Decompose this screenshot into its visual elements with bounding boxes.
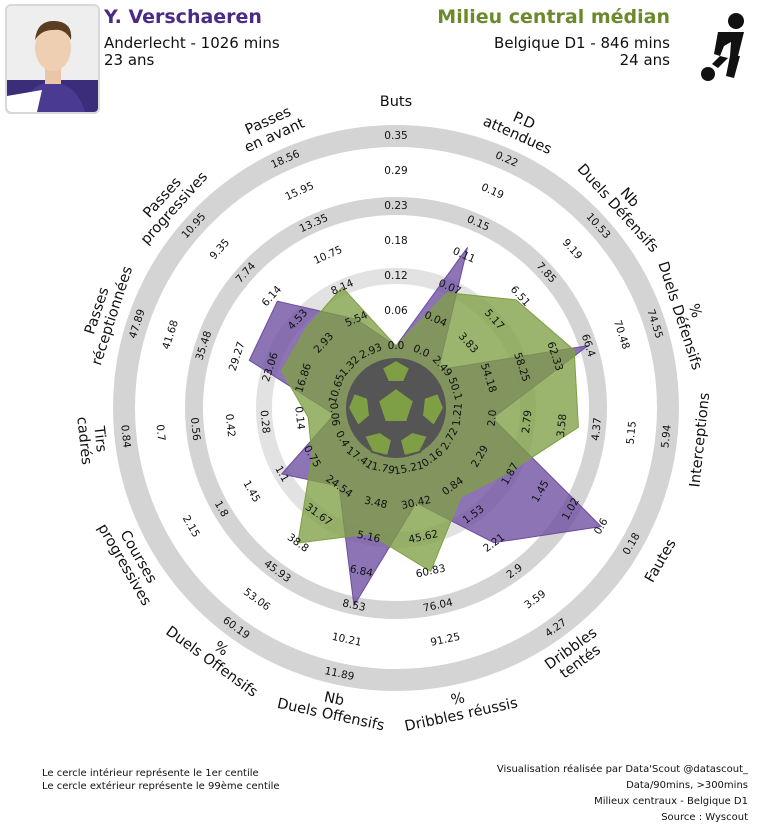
tick-label: 6.84	[349, 563, 375, 580]
tick-label: 9.19	[560, 237, 585, 262]
player-club-minutes: Anderlecht - 1026 mins	[104, 34, 280, 52]
tick-label: 10.75	[312, 244, 344, 267]
tick-label: 60.83	[415, 562, 447, 580]
tick-label: 0.84	[118, 424, 132, 449]
tick-label: 0.35	[384, 130, 407, 142]
tick-label: 5.16	[356, 529, 382, 546]
tick-label: 3.58	[555, 413, 569, 438]
tick-label: 0.12	[384, 270, 407, 282]
credits: Visualisation réalisée par Data'Scout @d…	[497, 762, 748, 826]
axis-label-line: Interceptions	[687, 392, 713, 488]
tick-label: 1.45	[240, 478, 262, 504]
tick-label: 5.94	[659, 424, 673, 449]
tick-label: 0.42	[223, 413, 237, 438]
player-age: 23 ans	[104, 51, 155, 69]
credit-author: Visualisation réalisée par Data'Scout @d…	[496, 764, 748, 775]
tick-label: 0.14	[292, 406, 306, 431]
tick-label: 0.0	[388, 340, 405, 352]
tick-label: 0.7	[153, 424, 167, 442]
credit-source: Source : Wyscout	[661, 812, 748, 823]
tick-label: 3.59	[522, 588, 548, 611]
tick-label: 0.06	[384, 305, 408, 317]
axis-label-line: Nb	[323, 690, 346, 710]
credit-data: Data/90mins, >300mins	[626, 780, 748, 791]
footnote-outer-ring: Le cercle extérieur représente le 99ème …	[42, 781, 280, 792]
comparison-league-minutes: Belgique D1 - 846 mins	[494, 34, 670, 52]
tick-label: 70.48	[611, 319, 632, 351]
tick-label: 0.06	[327, 402, 341, 427]
player-name: Y. Verschaeren	[104, 6, 262, 28]
ring-4	[185, 197, 607, 619]
tick-label: 2.15	[180, 513, 202, 539]
tick-label: 9.35	[208, 237, 233, 262]
footnote-inner-ring: Le cercle intérieur représente le 1er ce…	[42, 768, 259, 779]
footnote-rings: Le cercle intérieur représente le 1er ce…	[42, 767, 280, 793]
tick-label: 3.48	[363, 495, 388, 512]
tick-label: 0.6	[592, 516, 611, 537]
axis-label: Fautes	[642, 537, 679, 586]
axis-label-line: %	[685, 302, 704, 320]
tick-label: 15.95	[283, 180, 315, 203]
comparison-age: 24 ans	[619, 51, 670, 69]
player-kicking-icon	[701, 13, 744, 81]
tick-label: 0.28	[258, 410, 272, 435]
tick-label: 0.23	[384, 200, 407, 212]
tick-label: 53.06	[241, 586, 273, 614]
tick-label: 5.15	[625, 421, 639, 446]
axis-label: Buts	[380, 94, 412, 110]
tick-label: 41.68	[160, 319, 181, 351]
football-icon	[346, 358, 446, 458]
tick-label: 10.21	[331, 631, 363, 649]
tick-label: 8.53	[341, 597, 366, 614]
axis-label-line: Fautes	[642, 537, 679, 586]
axis-label: Interceptions	[687, 392, 713, 488]
tick-label: 2.79	[520, 410, 534, 435]
tick-label: 91.25	[429, 631, 461, 649]
axis-label-line: Tirs	[90, 424, 109, 452]
axis-label-line: cadrés	[73, 416, 94, 466]
tick-label: 1.79	[370, 460, 395, 477]
tick-label: 0.29	[384, 165, 407, 177]
axis-label-line: Buts	[380, 94, 412, 110]
tick-label: 0.18	[384, 235, 407, 247]
tick-label: 1.21	[451, 402, 465, 427]
axis-label-line: %	[450, 690, 467, 709]
player-photo	[5, 4, 100, 114]
tick-label: 4.37	[590, 417, 604, 442]
outer-ring	[113, 125, 679, 691]
tick-label: 29.27	[227, 340, 248, 372]
tick-label: 0.19	[479, 181, 505, 201]
credit-population: Milieux centraux - Belgique D1	[594, 796, 748, 807]
tick-label: 0.56	[188, 417, 202, 442]
tick-label: 2.0	[486, 409, 500, 427]
comparison-title: Milieu central médian	[437, 6, 670, 28]
